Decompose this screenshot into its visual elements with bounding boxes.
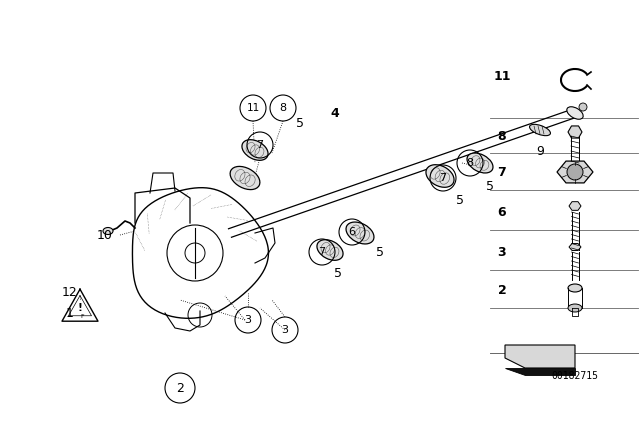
Text: 6: 6 [349, 227, 355, 237]
Text: !: ! [77, 303, 83, 313]
Text: F: F [80, 314, 84, 319]
Text: 8: 8 [280, 103, 287, 113]
Text: 7: 7 [257, 140, 264, 150]
Text: 7: 7 [440, 173, 447, 183]
Polygon shape [569, 244, 581, 250]
Ellipse shape [317, 240, 343, 260]
Text: 1: 1 [66, 306, 74, 319]
Polygon shape [568, 126, 582, 138]
Text: 3: 3 [282, 325, 289, 335]
Ellipse shape [567, 107, 583, 119]
Ellipse shape [467, 153, 493, 173]
Text: 3: 3 [498, 246, 506, 258]
Text: 10: 10 [97, 228, 113, 241]
Text: 2: 2 [498, 284, 506, 297]
Ellipse shape [529, 125, 550, 136]
Text: 00182715: 00182715 [552, 371, 598, 381]
Text: 9: 9 [536, 145, 544, 158]
Ellipse shape [568, 304, 582, 312]
Text: 7: 7 [498, 165, 506, 178]
Text: 12: 12 [62, 285, 78, 298]
Ellipse shape [568, 284, 582, 292]
Text: 8: 8 [498, 129, 506, 142]
Text: 4: 4 [331, 107, 339, 120]
Text: 7: 7 [319, 247, 326, 257]
Ellipse shape [103, 228, 113, 234]
Circle shape [579, 103, 587, 111]
Polygon shape [505, 368, 575, 375]
Text: 11: 11 [246, 103, 260, 113]
Text: 2: 2 [176, 382, 184, 395]
Text: 5: 5 [486, 180, 494, 193]
Ellipse shape [230, 166, 260, 190]
Text: 8: 8 [467, 158, 474, 168]
Ellipse shape [426, 165, 454, 187]
Text: 5: 5 [456, 194, 464, 207]
Polygon shape [569, 202, 581, 210]
Text: 5: 5 [296, 116, 304, 129]
Text: 6: 6 [498, 206, 506, 219]
Circle shape [567, 164, 583, 180]
Text: 3: 3 [244, 315, 252, 325]
Ellipse shape [346, 222, 374, 244]
Polygon shape [505, 345, 575, 368]
Text: 5: 5 [334, 267, 342, 280]
Text: 5: 5 [376, 246, 384, 258]
Text: 11: 11 [493, 69, 511, 82]
Polygon shape [557, 161, 593, 183]
Ellipse shape [242, 140, 268, 160]
